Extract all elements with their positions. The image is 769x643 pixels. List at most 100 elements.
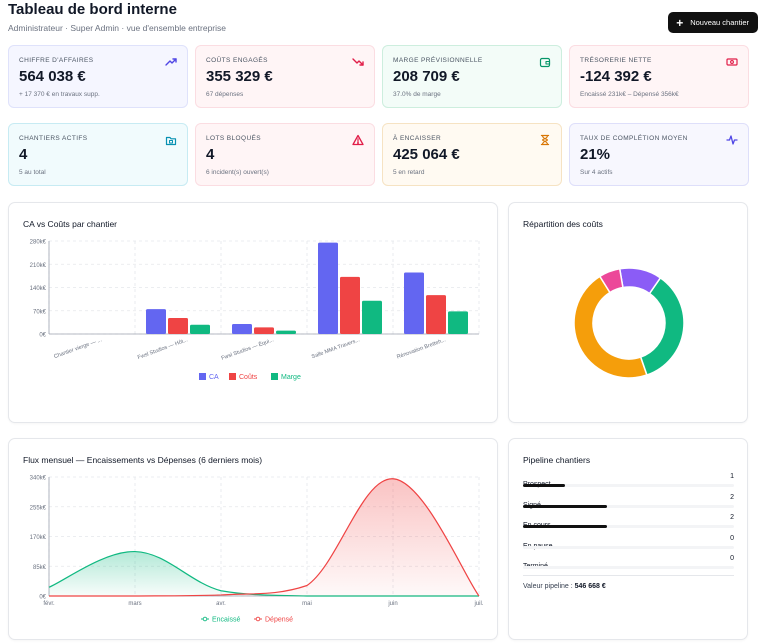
kpi-card: CHIFFRE D'AFFAIRES 564 038 € + 17 370 € en… bbox=[8, 45, 188, 108]
y-tick-label: 85k€ bbox=[33, 565, 47, 571]
trending-up-icon bbox=[165, 58, 177, 66]
pipeline-title: Pipeline chantiers bbox=[523, 455, 591, 465]
pipeline-row: En pause0 bbox=[523, 535, 734, 553]
x-tick-label: Fwsl Studios — Équi... bbox=[220, 336, 275, 362]
legend-label: Coûts bbox=[239, 374, 258, 381]
y-tick-label: 280k€ bbox=[30, 240, 47, 246]
kpi-subtext: 5 en retard bbox=[393, 169, 425, 176]
bar-coûts bbox=[254, 327, 274, 334]
bar-ca bbox=[318, 242, 338, 334]
kpi-label: TRÉSORERIE NETTE bbox=[580, 57, 652, 64]
bar-ca bbox=[146, 309, 166, 334]
bar-ca bbox=[404, 272, 424, 334]
legend-swatch bbox=[199, 373, 206, 380]
kpi-value: 4 bbox=[19, 146, 28, 163]
wallet-icon bbox=[539, 57, 551, 68]
x-tick-label: mai bbox=[302, 601, 312, 607]
pipeline-row: Prospect1 bbox=[523, 473, 734, 491]
kpi-value: 4 bbox=[206, 146, 215, 163]
kpi-value: 208 709 € bbox=[393, 68, 460, 85]
kpi-label: CHIFFRE D'AFFAIRES bbox=[19, 57, 94, 64]
page-subtitle: Administrateur · Super Admin · vue d'ens… bbox=[8, 23, 227, 33]
pipeline-row-count: 0 bbox=[730, 534, 734, 542]
pipeline-total-label: Valeur pipeline : bbox=[523, 583, 573, 590]
legend-label: Encaissé bbox=[212, 617, 241, 624]
folder-icon bbox=[165, 136, 177, 146]
pipeline-progress-track bbox=[523, 504, 734, 508]
bar-chart: 0€ 70k€ 140k€ 210k€ 280k€ Chantier vierge — .… bbox=[30, 240, 480, 381]
kpi-value: 425 064 € bbox=[393, 146, 460, 163]
bar-coûts bbox=[168, 318, 188, 334]
line-dépensé bbox=[49, 478, 480, 597]
bar-marge bbox=[190, 324, 210, 334]
donut-chart-card: Répartition des coûts bbox=[508, 202, 748, 423]
x-tick-label: juil. bbox=[473, 601, 483, 607]
kpi-card: MARGE PRÉVISIONNELLE 208 709 € 37.0% de ma… bbox=[382, 45, 562, 108]
pipeline-row: En cours2 bbox=[523, 514, 734, 532]
bar-coûts bbox=[426, 295, 446, 334]
x-tick-label: Chantier vierge — ... bbox=[53, 337, 103, 360]
pipeline-progress-track bbox=[523, 484, 734, 487]
alert-triangle-icon bbox=[352, 134, 364, 146]
x-tick-label: mars bbox=[128, 601, 141, 607]
y-tick-label: 255k€ bbox=[30, 505, 47, 511]
kpi-value: 355 329 € bbox=[206, 68, 273, 85]
kpi-value: 564 038 € bbox=[19, 68, 86, 85]
kpi-value: 21% bbox=[580, 146, 611, 163]
new-chantier-button[interactable]: + Nouveau chantier bbox=[668, 12, 758, 33]
x-tick-label: avr. bbox=[216, 601, 226, 607]
pipeline-progress-fill bbox=[523, 484, 566, 487]
bar-marge bbox=[276, 330, 296, 334]
pipeline-row-count: 0 bbox=[730, 555, 734, 562]
bar-chart-card: CA vs Coûts par chantier 0€ 70k€ 140k€ 210k… bbox=[8, 202, 498, 423]
kpi-card: COÛTS ENGAGÉS 355 329 € 67 dépenses bbox=[195, 45, 375, 108]
kpi-label: TAUX DE COMPLÉTION MOYEN bbox=[580, 135, 688, 142]
activity-icon bbox=[726, 135, 738, 145]
pipeline-row-count: 1 bbox=[730, 473, 734, 480]
legend-label: Dépensé bbox=[265, 617, 293, 624]
x-tick-label: juin bbox=[387, 601, 397, 607]
flux-chart-card: Flux mensuel — Encaissements vs Dépenses… bbox=[8, 438, 498, 640]
pipeline-divider bbox=[523, 575, 734, 576]
y-tick-label: 0€ bbox=[39, 595, 46, 601]
page-header: Tableau de bord interne Administrateur ·… bbox=[8, 2, 758, 36]
x-tick-label: Salle MMA Travers... bbox=[311, 337, 361, 360]
donut-chart bbox=[573, 267, 685, 379]
bar-coûts bbox=[340, 276, 360, 334]
pipeline-progress-track bbox=[523, 566, 734, 569]
kpi-card: CHANTIERS ACTIFS 4 5 au total bbox=[8, 123, 188, 186]
pipeline-total: Valeur pipeline : 546 668 € bbox=[523, 583, 606, 590]
plus-icon: + bbox=[676, 15, 684, 30]
area-dépensé bbox=[49, 478, 479, 596]
kpi-card: LOTS BLOQUÉS 4 6 incident(s) ouvert(s) bbox=[195, 123, 375, 186]
kpi-label: COÛTS ENGAGÉS bbox=[206, 57, 268, 64]
legend-swatch bbox=[229, 373, 236, 380]
x-tick-label: Rénovation Bretteh... bbox=[396, 337, 447, 360]
legend-label: Marge bbox=[281, 374, 301, 381]
kpi-label: À ENCAISSER bbox=[393, 135, 442, 142]
trending-down-icon bbox=[352, 58, 364, 66]
pipeline-progress-track bbox=[523, 525, 734, 528]
new-chantier-label: Nouveau chantier bbox=[690, 18, 749, 27]
kpi-card: À ENCAISSER 425 064 € 5 en retard bbox=[382, 123, 562, 186]
kpi-subtext: 6 incident(s) ouvert(s) bbox=[206, 169, 269, 176]
kpi-card: TRÉSORERIE NETTE -124 392 € Encaissé 231k€… bbox=[569, 45, 749, 108]
donut-slice bbox=[598, 267, 624, 294]
y-tick-label: 340k€ bbox=[30, 476, 47, 482]
y-tick-label: 0€ bbox=[39, 333, 46, 339]
pipeline-row-count: 2 bbox=[730, 493, 734, 501]
kpi-subtext: + 17 370 € en travaux supp. bbox=[19, 91, 100, 98]
kpi-card: TAUX DE COMPLÉTION MOYEN 21% Sur 4 actifs bbox=[569, 123, 749, 186]
donut-slice bbox=[573, 275, 648, 379]
kpi-value: -124 392 € bbox=[580, 68, 652, 85]
pipeline-progress-fill bbox=[523, 504, 608, 508]
y-tick-label: 210k€ bbox=[30, 263, 47, 269]
pipeline-row: Signé2 bbox=[523, 494, 734, 512]
bar-marge bbox=[362, 300, 382, 334]
x-tick-label: Fwsl Studios — Hôt... bbox=[137, 337, 189, 361]
kpi-subtext: 5 au total bbox=[19, 169, 46, 176]
kpi-label: CHANTIERS ACTIFS bbox=[19, 135, 88, 142]
legend-swatch bbox=[271, 373, 278, 380]
donut-chart-title: Répartition des coûts bbox=[523, 219, 603, 229]
pipeline-card: Pipeline chantiers Prospect1 Signé2 En cou… bbox=[508, 438, 748, 640]
